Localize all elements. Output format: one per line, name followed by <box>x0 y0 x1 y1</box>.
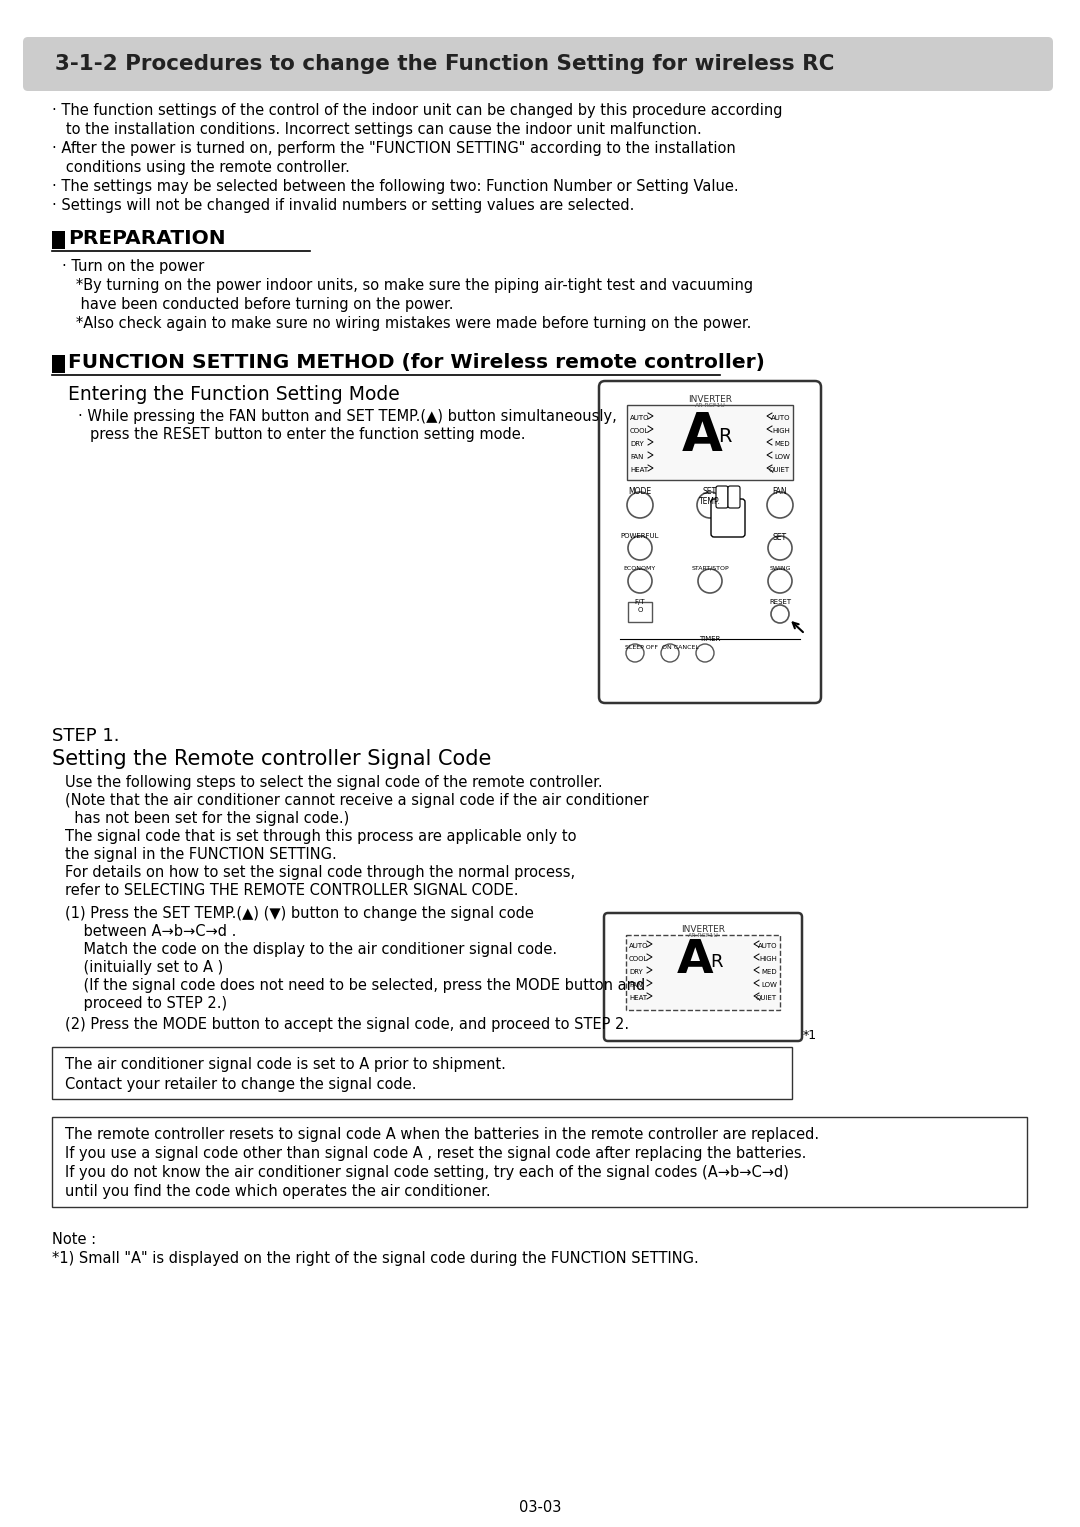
Text: AUTO: AUTO <box>770 415 789 421</box>
Text: FAN: FAN <box>630 454 644 460</box>
Text: DRY: DRY <box>630 441 644 447</box>
FancyBboxPatch shape <box>716 486 728 508</box>
Text: SWING: SWING <box>769 567 791 571</box>
Text: · The settings may be selected between the following two: Function Number or Set: · The settings may be selected between t… <box>52 179 739 194</box>
Text: MODE: MODE <box>629 487 651 496</box>
Text: Entering the Function Setting Mode: Entering the Function Setting Mode <box>68 385 400 405</box>
Text: R: R <box>710 953 723 971</box>
Bar <box>52 231 65 249</box>
Text: press the RESET button to enter the function setting mode.: press the RESET button to enter the func… <box>90 428 526 441</box>
Text: · While pressing the FAN button and SET TEMP.(▲) button simultaneously,: · While pressing the FAN button and SET … <box>78 409 617 425</box>
Text: (If the signal code does not need to be selected, press the MODE button and: (If the signal code does not need to be … <box>65 977 645 993</box>
Bar <box>626 935 780 1009</box>
FancyBboxPatch shape <box>711 499 745 538</box>
Text: FUNCTION SETTING METHOD (for Wireless remote controller): FUNCTION SETTING METHOD (for Wireless re… <box>68 353 765 373</box>
Text: between A→b→C→d .: between A→b→C→d . <box>65 924 237 939</box>
Text: If you do not know the air conditioner signal code setting, try each of the sign: If you do not know the air conditioner s… <box>65 1165 788 1180</box>
Text: SET
TEMP.: SET TEMP. <box>699 487 721 507</box>
Text: LOW: LOW <box>761 982 777 988</box>
Text: STEP 1.: STEP 1. <box>52 727 120 745</box>
Text: QUIET: QUIET <box>756 996 777 1002</box>
Text: R: R <box>718 428 732 446</box>
Text: A: A <box>681 411 723 463</box>
Text: *Also check again to make sure no wiring mistakes were made before turning on th: *Also check again to make sure no wiring… <box>62 316 752 331</box>
Text: START/STOP: START/STOP <box>691 567 729 571</box>
Text: LOW: LOW <box>774 454 789 460</box>
Bar <box>52 354 65 373</box>
Text: · Settings will not be changed if invalid numbers or setting values are selected: · Settings will not be changed if invali… <box>52 199 634 212</box>
Text: (2) Press the MODE button to accept the signal code, and proceed to STEP 2.: (2) Press the MODE button to accept the … <box>65 1017 630 1032</box>
Text: AUTO: AUTO <box>630 415 649 421</box>
Text: proceed to STEP 2.): proceed to STEP 2.) <box>65 996 227 1011</box>
Text: If you use a signal code other than signal code A , reset the signal code after : If you use a signal code other than sign… <box>65 1145 807 1161</box>
Text: *By turning on the power indoor units, so make sure the piping air-tight test an: *By turning on the power indoor units, s… <box>62 278 753 293</box>
Text: QUIET: QUIET <box>769 467 789 473</box>
Text: INVERTER: INVERTER <box>681 925 725 935</box>
Text: the signal in the FUNCTION SETTING.: the signal in the FUNCTION SETTING. <box>65 847 337 863</box>
Text: has not been set for the signal code.): has not been set for the signal code.) <box>65 811 349 826</box>
Text: MED: MED <box>774 441 789 447</box>
Text: SET: SET <box>773 533 787 542</box>
Text: · Turn on the power: · Turn on the power <box>62 260 204 273</box>
Text: · After the power is turned on, perform the "FUNCTION SETTING" according to the : · After the power is turned on, perform … <box>52 140 735 156</box>
Text: Contact your retailer to change the signal code.: Contact your retailer to change the sign… <box>65 1077 417 1092</box>
Text: COOL: COOL <box>630 428 649 434</box>
Text: 03-03: 03-03 <box>518 1500 562 1515</box>
Text: AR-RCF1U: AR-RCF1U <box>688 933 718 938</box>
Text: AUTO: AUTO <box>757 944 777 948</box>
FancyBboxPatch shape <box>52 1048 792 1099</box>
Text: PREPARATION: PREPARATION <box>68 229 226 247</box>
Text: HIGH: HIGH <box>772 428 789 434</box>
Text: O: O <box>637 608 643 612</box>
Text: The remote controller resets to signal code A when the batteries in the remote c: The remote controller resets to signal c… <box>65 1127 819 1142</box>
Text: TIMER: TIMER <box>700 637 720 641</box>
Text: AUTO: AUTO <box>629 944 648 948</box>
Text: The signal code that is set through this process are applicable only to: The signal code that is set through this… <box>65 829 577 844</box>
Text: (inituially set to A ): (inituially set to A ) <box>65 960 224 976</box>
Text: · The function settings of the control of the indoor unit can be changed by this: · The function settings of the control o… <box>52 102 783 118</box>
Text: F/T: F/T <box>635 599 646 605</box>
Text: Use the following steps to select the signal code of the remote controller.: Use the following steps to select the si… <box>65 776 603 789</box>
Text: *1) Small "A" is displayed on the right of the signal code during the FUNCTION S: *1) Small "A" is displayed on the right … <box>52 1251 699 1266</box>
Text: INVERTER: INVERTER <box>688 395 732 405</box>
Text: (1) Press the SET TEMP.(▲) (▼) button to change the signal code: (1) Press the SET TEMP.(▲) (▼) button to… <box>65 906 534 921</box>
FancyBboxPatch shape <box>52 1116 1027 1206</box>
Text: HEAT: HEAT <box>629 996 647 1002</box>
Text: 3-1-2 Procedures to change the Function Setting for wireless RC: 3-1-2 Procedures to change the Function … <box>55 53 835 73</box>
FancyBboxPatch shape <box>599 382 821 702</box>
Text: AR-RCF1U: AR-RCF1U <box>694 403 726 408</box>
Text: A: A <box>677 938 713 983</box>
Text: have been conducted before turning on the power.: have been conducted before turning on th… <box>62 296 454 312</box>
Text: to the installation conditions. Incorrect settings can cause the indoor unit mal: to the installation conditions. Incorrec… <box>52 122 702 137</box>
Text: RESET: RESET <box>769 599 791 605</box>
Text: ECONOMY: ECONOMY <box>624 567 657 571</box>
Text: HIGH: HIGH <box>759 956 777 962</box>
FancyBboxPatch shape <box>23 37 1053 92</box>
Text: *1: *1 <box>804 1029 818 1041</box>
Text: FAN: FAN <box>629 982 643 988</box>
Text: For details on how to set the signal code through the normal process,: For details on how to set the signal cod… <box>65 864 576 880</box>
Text: Match the code on the display to the air conditioner signal code.: Match the code on the display to the air… <box>65 942 557 957</box>
Text: Setting the Remote controller Signal Code: Setting the Remote controller Signal Cod… <box>52 750 491 770</box>
Text: DRY: DRY <box>629 970 643 976</box>
Text: refer to SELECTING THE REMOTE CONTROLLER SIGNAL CODE.: refer to SELECTING THE REMOTE CONTROLLER… <box>65 883 518 898</box>
Text: conditions using the remote controller.: conditions using the remote controller. <box>52 160 350 176</box>
Text: HEAT: HEAT <box>630 467 648 473</box>
Text: SLEEP OFF  ON CANCEL: SLEEP OFF ON CANCEL <box>625 644 699 651</box>
Text: POWERFUL: POWERFUL <box>621 533 659 539</box>
Text: (Note that the air conditioner cannot receive a signal code if the air condition: (Note that the air conditioner cannot re… <box>65 793 649 808</box>
FancyBboxPatch shape <box>728 486 740 508</box>
Bar <box>627 602 652 621</box>
Text: COOL: COOL <box>629 956 648 962</box>
Text: The air conditioner signal code is set to A prior to shipment.: The air conditioner signal code is set t… <box>65 1057 505 1072</box>
Text: until you find the code which operates the air conditioner.: until you find the code which operates t… <box>65 1183 490 1199</box>
Text: Note :: Note : <box>52 1232 96 1248</box>
FancyBboxPatch shape <box>604 913 802 1041</box>
Text: FAN: FAN <box>772 487 787 496</box>
Text: MED: MED <box>761 970 777 976</box>
Bar <box>627 405 793 479</box>
